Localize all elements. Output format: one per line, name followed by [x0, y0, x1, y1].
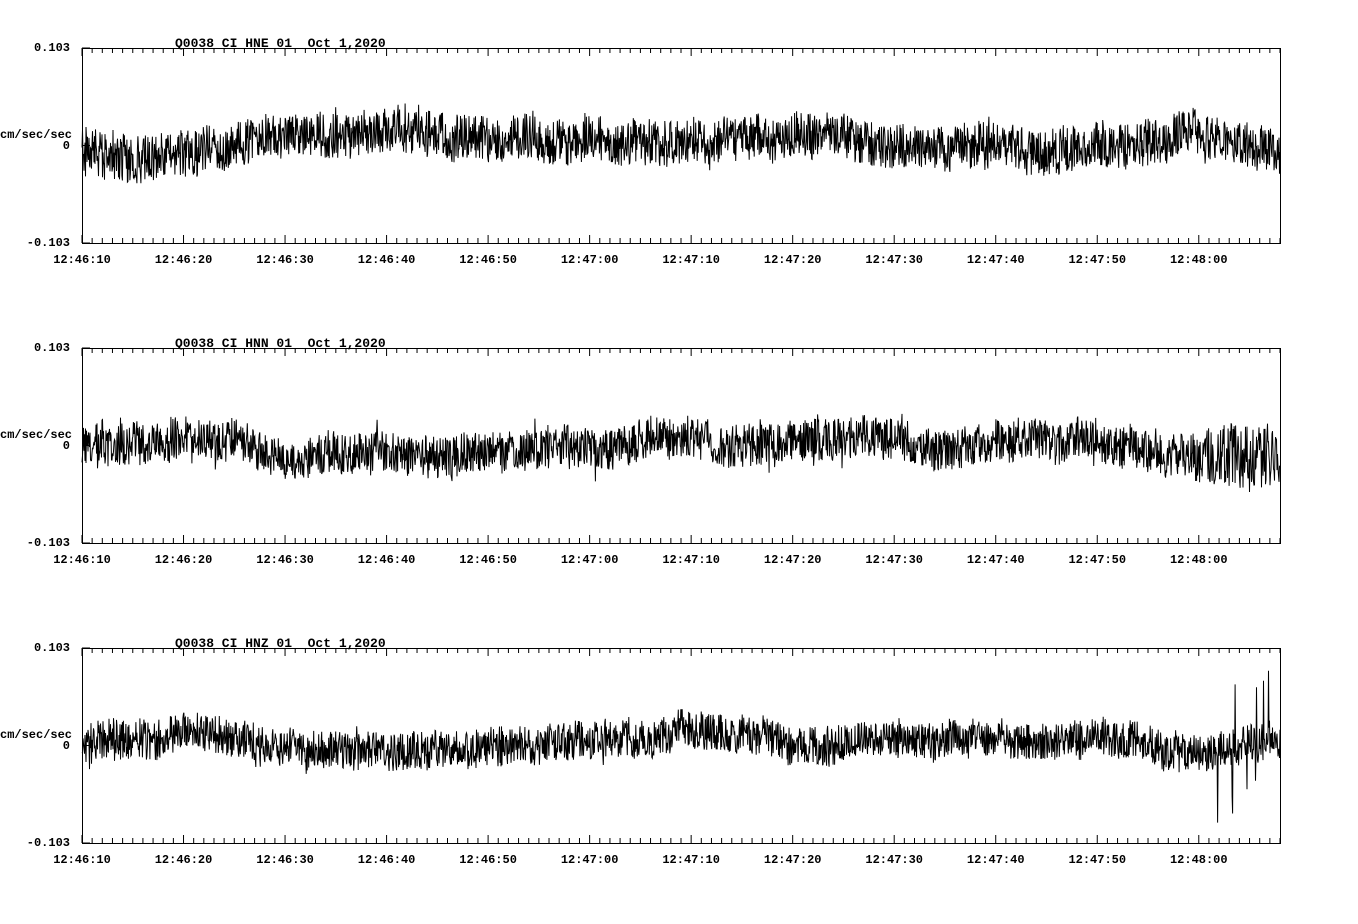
waveform-trace	[82, 104, 1280, 184]
seismogram-panel	[82, 48, 1282, 263]
y-tick-label: 0.103	[0, 641, 70, 655]
waveform-trace	[82, 671, 1280, 823]
y-tick-label: -0.103	[0, 836, 70, 850]
seismogram-panel	[82, 648, 1282, 863]
waveform-trace	[82, 414, 1280, 492]
y-tick-label: 0.103	[0, 341, 70, 355]
y-tick-label: 0	[0, 439, 70, 453]
y-tick-label: 0	[0, 139, 70, 153]
y-tick-label: 0.103	[0, 41, 70, 55]
y-tick-label: -0.103	[0, 236, 70, 250]
y-tick-label: -0.103	[0, 536, 70, 550]
y-tick-label: 0	[0, 739, 70, 753]
seismogram-panel	[82, 348, 1282, 563]
